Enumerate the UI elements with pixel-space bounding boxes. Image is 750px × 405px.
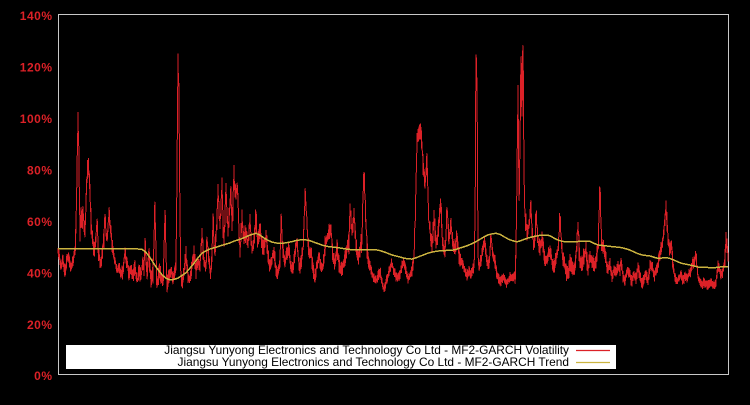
svg-text:40%: 40% [27,266,53,280]
svg-text:0%: 0% [34,369,52,383]
svg-text:80%: 80% [27,164,53,178]
svg-text:120%: 120% [20,61,53,75]
svg-text:60%: 60% [27,215,53,229]
svg-text:Jiangsu Yunyong Electronics an: Jiangsu Yunyong Electronics and Technolo… [164,343,569,357]
svg-text:140%: 140% [20,9,53,23]
svg-text:100%: 100% [20,112,53,126]
svg-text:Jiangsu Yunyong Electronics an: Jiangsu Yunyong Electronics and Technolo… [178,355,570,369]
svg-text:20%: 20% [27,318,53,332]
